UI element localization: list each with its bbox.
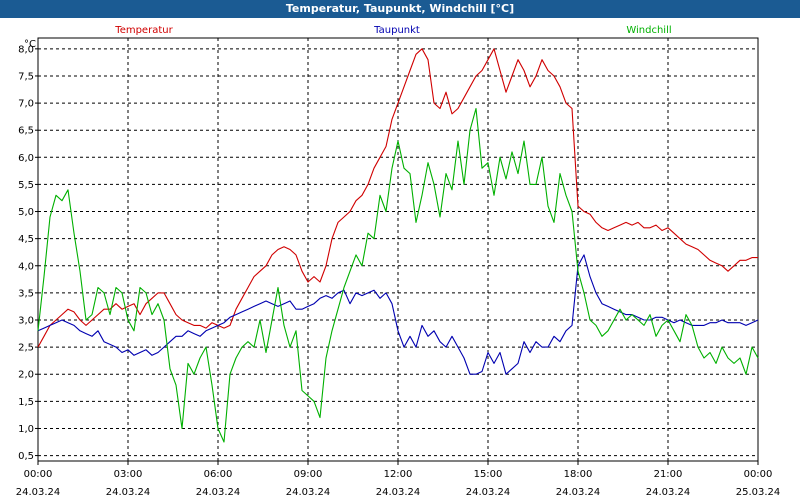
series-line-taupunkt (37, 254, 759, 375)
x-tick-time-label: 15:00 (474, 469, 503, 480)
y-tick-label: 4,0 (18, 261, 34, 272)
y-tick-label: 6,0 (18, 153, 34, 164)
y-tick-label: 8,0 (18, 44, 34, 55)
y-tick-label: 6,5 (18, 126, 34, 137)
legend-label-windchill: Windchill (626, 25, 671, 36)
legend-label-temperatur: Temperatur (114, 25, 173, 36)
y-tick-label: 1,5 (18, 397, 34, 408)
x-tick-date-label: 25.03.24 (736, 487, 781, 498)
line-chart: 0,5 1,0 1,5 2,0 2,5 3,0 3,5 4,0 4,5 5,0 5,5 6,0 6,5 7… (16, 25, 781, 498)
x-tick-date-label: 24.03.24 (466, 487, 511, 498)
x-tick-date-label: 24.03.24 (196, 487, 241, 498)
series-line-temperatur (37, 48, 758, 348)
x-tick-date-label: 24.03.24 (286, 487, 331, 498)
window-title: Temperatur, Taupunkt, Windchill [°C] (0, 0, 800, 18)
x-tick-time-label: 09:00 (294, 469, 323, 480)
y-tick-label: 5,5 (18, 180, 34, 191)
y-tick-label: 3,0 (18, 316, 34, 327)
x-tick-date-label: 24.03.24 (556, 487, 601, 498)
legend-label-taupunkt: Taupunkt (373, 25, 420, 36)
y-tick-label: 2,0 (18, 370, 34, 381)
y-tick-label: 7,0 (18, 99, 34, 110)
y-axis-unit: °C (24, 39, 36, 50)
x-tick-time-label: 21:00 (654, 469, 683, 480)
y-tick-label: 1,0 (18, 424, 34, 435)
x-tick-date-label: 24.03.24 (376, 487, 421, 498)
x-tick-time-label: 12:00 (384, 469, 413, 480)
y-tick-label: 7,5 (18, 71, 34, 82)
x-tick-time-label: 18:00 (564, 469, 593, 480)
x-tick-time-label: 06:00 (204, 469, 233, 480)
x-tick-time-label: 03:00 (114, 469, 143, 480)
y-tick-label: 4,5 (18, 234, 34, 245)
x-tick-time-label: 00:00 (744, 469, 773, 480)
x-tick-date-label: 24.03.24 (646, 487, 691, 498)
x-tick-date-label: 24.03.24 (16, 487, 61, 498)
y-tick-label: 2,5 (18, 343, 34, 354)
series-line-windchill (37, 107, 759, 443)
y-tick-label: 0,5 (18, 451, 34, 462)
x-tick-date-label: 24.03.24 (106, 487, 151, 498)
y-tick-label: 5,0 (18, 207, 34, 218)
y-tick-label: 3,5 (18, 288, 34, 299)
x-tick-time-label: 00:00 (24, 469, 53, 480)
